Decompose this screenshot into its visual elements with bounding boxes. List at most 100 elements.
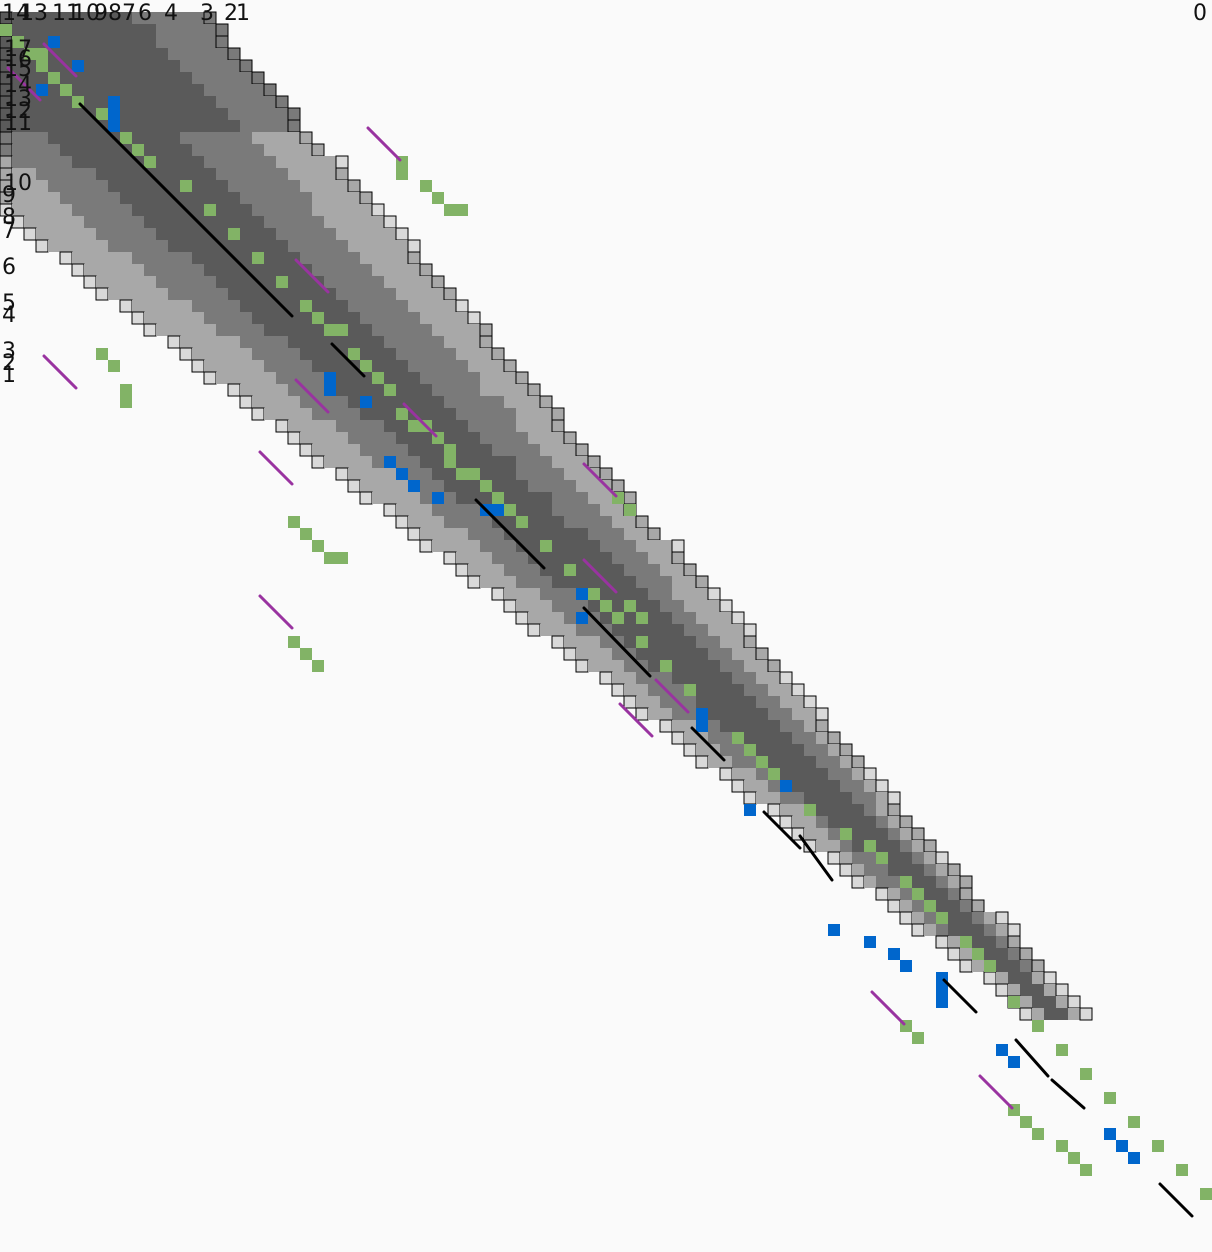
band-cell	[504, 420, 516, 432]
band-cell	[660, 696, 672, 708]
green-cluster-cell	[120, 384, 132, 396]
top-label-9: 9	[94, 1, 108, 26]
band-cell	[240, 252, 252, 264]
band-cell	[324, 444, 336, 456]
band-cell	[240, 72, 252, 84]
band-cell	[564, 444, 576, 456]
band-cell	[180, 60, 192, 72]
band-cell	[396, 276, 408, 288]
band-cell	[720, 696, 732, 708]
band-cell	[468, 420, 480, 432]
band-cell	[384, 372, 396, 384]
band-cell	[312, 360, 324, 372]
band-cell	[492, 360, 504, 372]
band-cell	[72, 180, 84, 192]
green-cell	[348, 348, 360, 360]
band-cell	[864, 828, 876, 840]
band-cell	[720, 672, 732, 684]
band-cell	[96, 204, 108, 216]
band-cell	[228, 372, 240, 384]
band-cell	[588, 516, 600, 528]
band-cell	[756, 780, 768, 792]
band-cell	[959, 959, 973, 973]
band-cell	[804, 708, 816, 720]
band-cell	[204, 60, 216, 72]
band-cell	[60, 168, 72, 180]
band-cell	[336, 192, 348, 204]
purple-trace	[618, 702, 654, 738]
green-cluster-cell	[420, 180, 432, 192]
band-cell	[132, 240, 144, 252]
band-cell	[660, 708, 672, 720]
left-label-14: 14	[4, 73, 32, 98]
band-cell	[624, 588, 636, 600]
blue-cell	[936, 984, 948, 996]
band-cell	[396, 264, 408, 276]
band-cell	[119, 299, 133, 313]
band-cell	[504, 396, 516, 408]
band-cell	[1044, 1008, 1056, 1020]
band-cell	[552, 552, 564, 564]
band-cell	[84, 192, 96, 204]
band-cell	[888, 816, 900, 828]
band-cell	[168, 48, 180, 60]
band-cell	[144, 36, 156, 48]
band-cell	[96, 48, 108, 60]
band-cell	[312, 204, 324, 216]
band-cell	[131, 311, 145, 325]
band-cell	[804, 732, 816, 744]
band-cell	[444, 336, 456, 348]
black-trace	[1158, 1182, 1194, 1218]
band-cell	[12, 192, 24, 204]
band-cell	[84, 120, 96, 132]
band-cell	[732, 672, 744, 684]
band-cell	[252, 336, 264, 348]
band-cell	[948, 888, 960, 900]
band-cell	[1043, 971, 1057, 985]
band-cell	[48, 96, 60, 108]
band-cell	[36, 144, 48, 156]
band-cell	[408, 492, 420, 504]
band-cell	[456, 312, 468, 324]
band-cell	[480, 492, 492, 504]
band-cell	[612, 528, 624, 540]
band-cell	[72, 156, 84, 168]
band-cell	[1032, 1008, 1044, 1020]
band-cell	[372, 312, 384, 324]
band-cell	[48, 240, 60, 252]
band-cell	[768, 780, 780, 792]
band-cell	[240, 144, 252, 156]
band-cell	[252, 108, 264, 120]
band-cell	[432, 300, 444, 312]
band-cell	[336, 240, 348, 252]
blue-cell	[324, 384, 336, 396]
band-cell	[660, 588, 672, 600]
band-cell	[108, 264, 120, 276]
band-cell	[240, 312, 252, 324]
band-cell	[815, 719, 829, 733]
green-cell	[444, 456, 456, 468]
band-cell	[540, 456, 552, 468]
band-cell	[588, 528, 600, 540]
band-cell	[240, 192, 252, 204]
band-cell	[288, 156, 300, 168]
green-cluster-cell	[624, 600, 636, 612]
band-cell	[432, 420, 444, 432]
band-cell	[336, 396, 348, 408]
band-cell	[300, 252, 312, 264]
green-cell	[336, 324, 348, 336]
band-cell	[264, 264, 276, 276]
band-cell	[432, 528, 444, 540]
band-cell	[60, 24, 72, 36]
blue-cell	[1008, 1056, 1020, 1068]
band-cell	[660, 552, 672, 564]
band-cell	[228, 348, 240, 360]
band-cell	[348, 192, 360, 204]
band-cell	[132, 132, 144, 144]
band-cell	[528, 576, 540, 588]
band-cell	[312, 324, 324, 336]
band-cell	[180, 168, 192, 180]
band-cell	[348, 264, 360, 276]
band-cell	[996, 960, 1008, 972]
band-cell	[228, 300, 240, 312]
